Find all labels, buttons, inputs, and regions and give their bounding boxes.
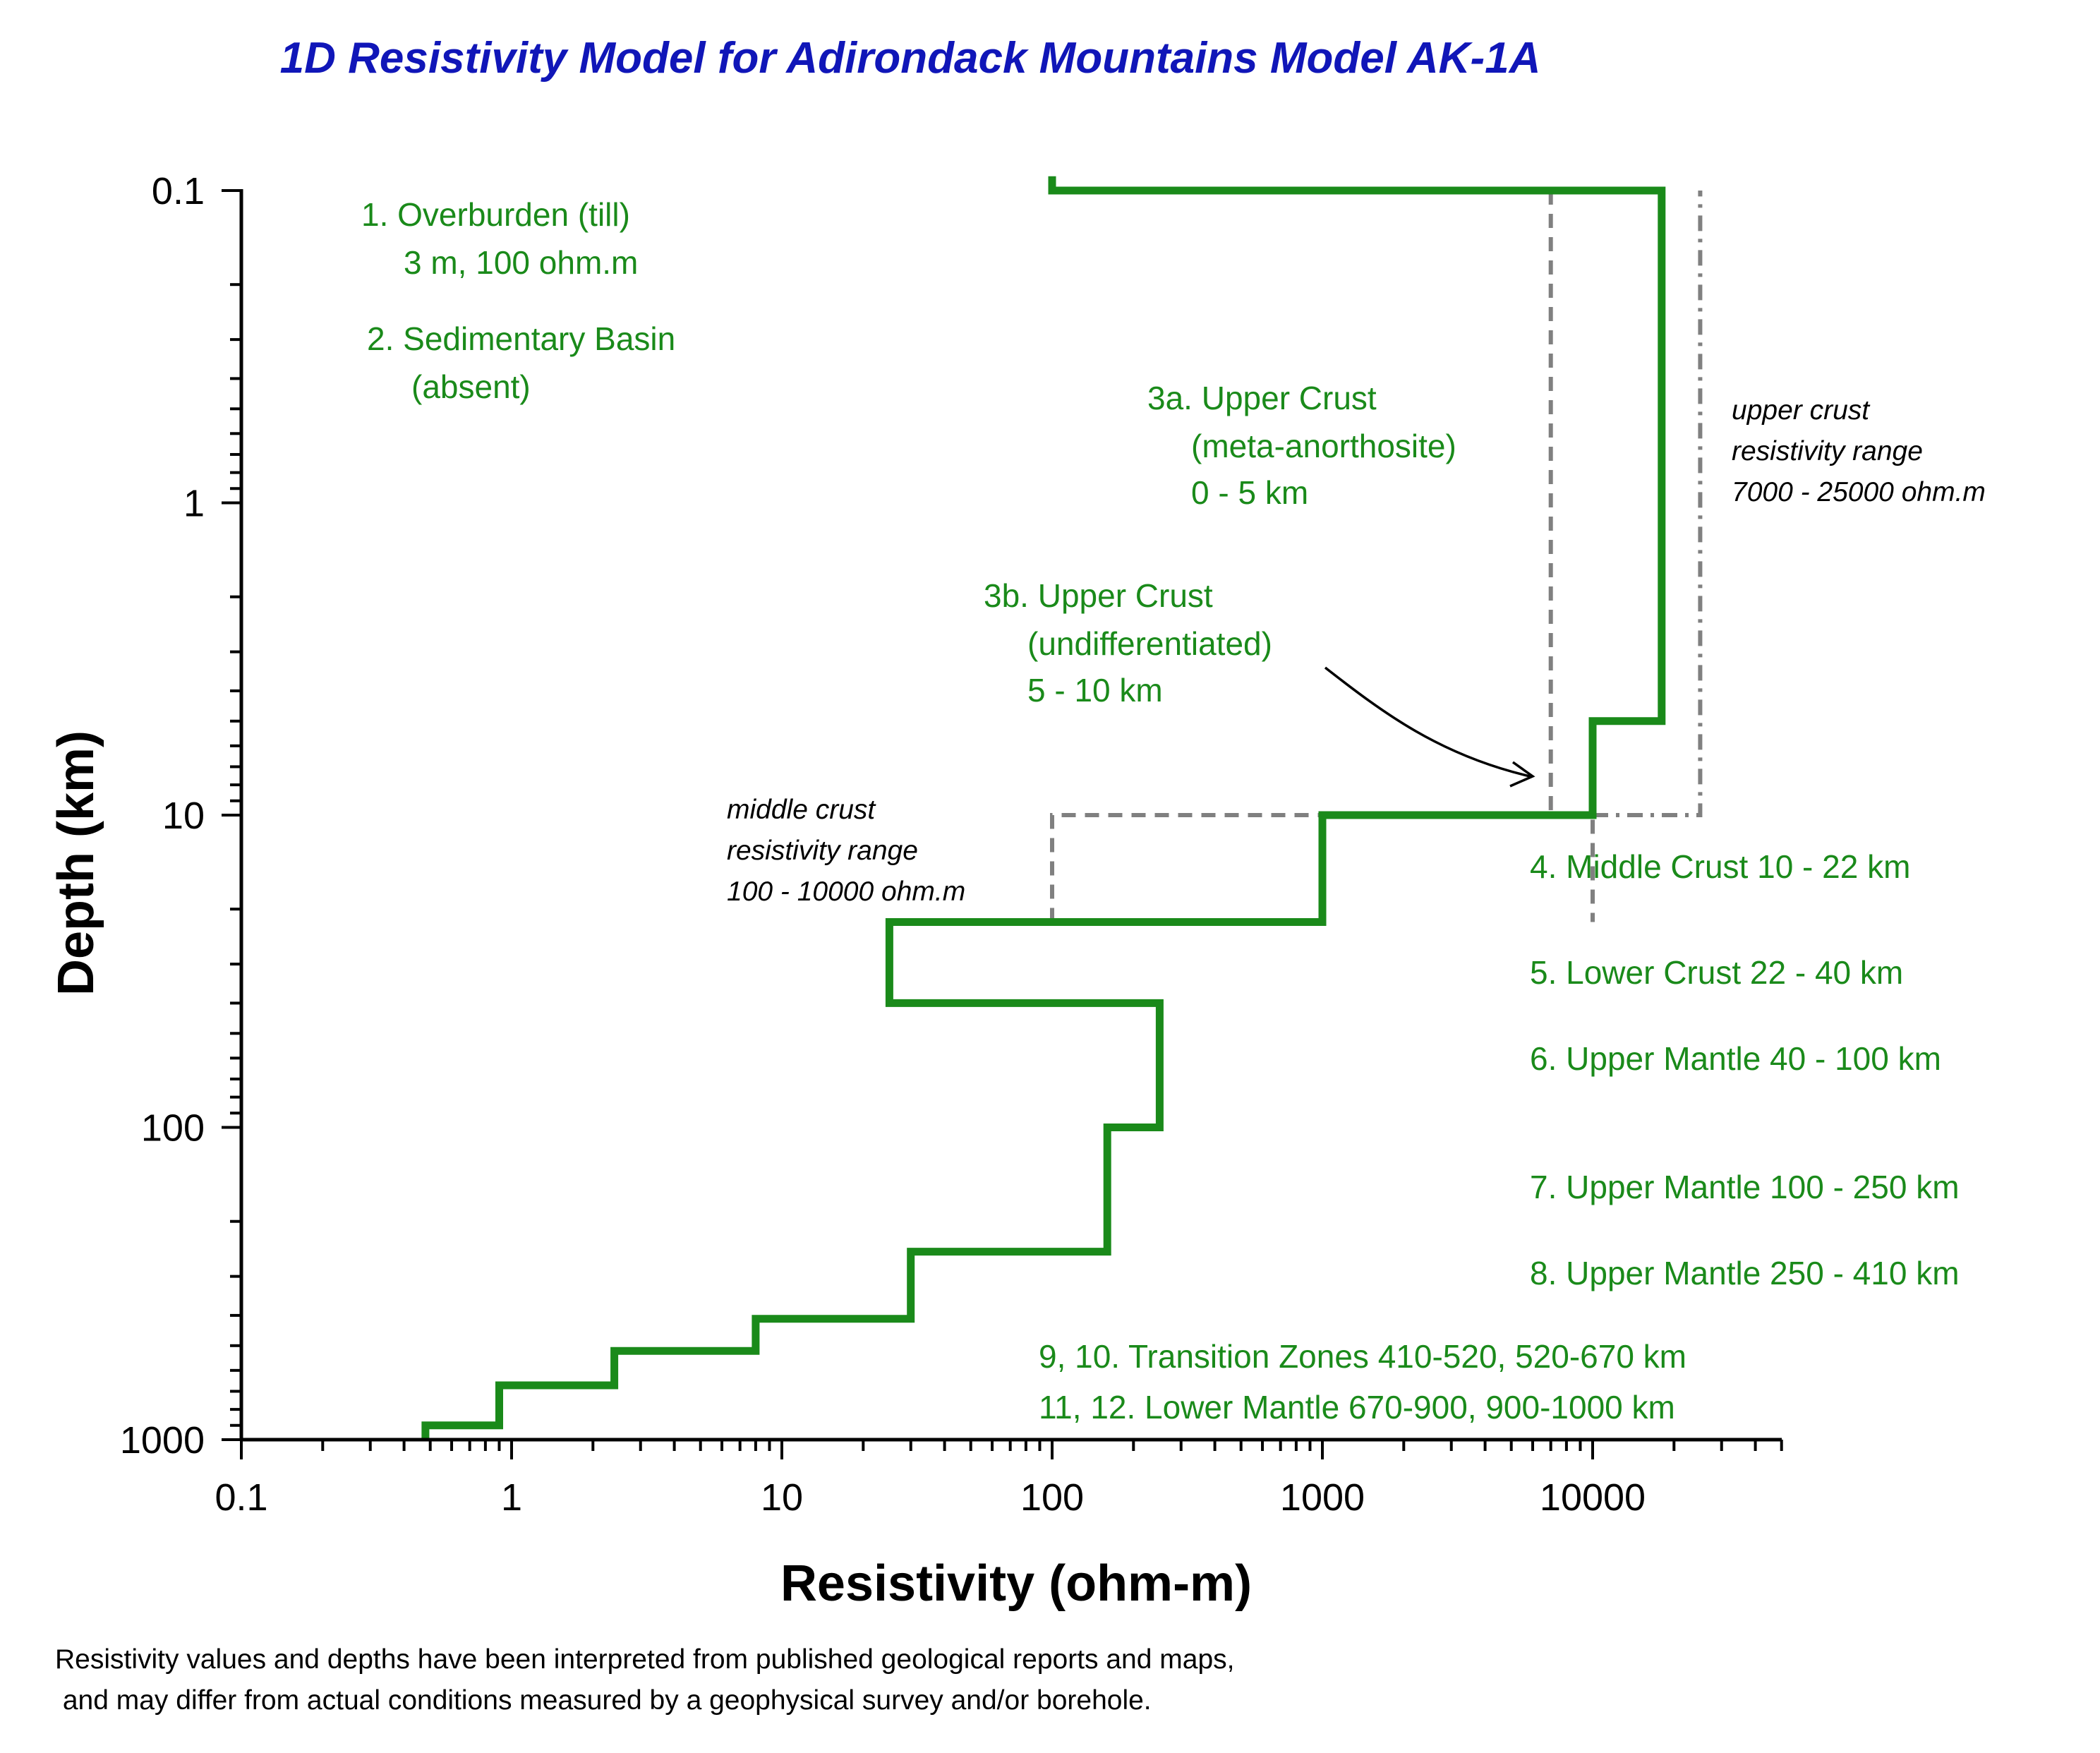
layer-label-middle-crust: 4. Middle Crust 10 - 22 km xyxy=(1530,848,1910,885)
middle-crust-range-annotation: middle crust resistivity range 100 - 100… xyxy=(727,795,965,907)
upper-crust-3b-line2: (undifferentiated) xyxy=(1027,625,1272,662)
x-axis-title: Resistivity (ohm-m) xyxy=(780,1555,1252,1612)
x-tick-label: 100 xyxy=(1020,1476,1084,1519)
y-tick-label: 10 xyxy=(162,795,205,837)
layer-label-lower-crust: 5. Lower Crust 22 - 40 km xyxy=(1530,954,1903,991)
x-tick-label: 1 xyxy=(501,1476,522,1519)
y-axis-title: Depth (km) xyxy=(48,730,104,996)
upper-crust-3a-line1: 3a. Upper Crust xyxy=(1147,380,1377,416)
upper-crust-3b-line3: 5 - 10 km xyxy=(1027,672,1163,709)
upper-crust-3b-annotation: 3b. Upper Crust (undifferentiated) 5 - 1… xyxy=(984,577,1272,709)
layer-list: 4. Middle Crust 10 - 22 km 5. Lower Crus… xyxy=(1039,848,1960,1426)
chart-title: 1D Resistivity Model for Adirondack Moun… xyxy=(280,34,1541,83)
upper-crust-3a-line3: 0 - 5 km xyxy=(1191,474,1308,511)
x-tick-label: 10 xyxy=(761,1476,803,1519)
upper-crust-range-annotation: upper crust resistivity range 7000 - 250… xyxy=(1732,395,1986,507)
footnote-line1: Resistivity values and depths have been … xyxy=(55,1644,1234,1675)
model-profile xyxy=(421,176,1666,1440)
upper-crust-range-line2: resistivity range xyxy=(1732,436,1923,466)
overburden-label-line2: 3 m, 100 ohm.m xyxy=(404,244,638,281)
sedimentary-label-line1: 2. Sedimentary Basin xyxy=(367,320,675,357)
sedimentary-label-line2: (absent) xyxy=(411,368,531,405)
layer-label-upper-mantle-40-100: 6. Upper Mantle 40 - 100 km xyxy=(1530,1040,1941,1077)
upper-crust-range-line1: upper crust xyxy=(1732,395,1871,426)
axes xyxy=(222,189,1783,1459)
x-tick-label: 1000 xyxy=(1280,1476,1365,1519)
y-tick-label: 1000 xyxy=(120,1419,205,1462)
layer-label-upper-mantle-250-410: 8. Upper Mantle 250 - 410 km xyxy=(1530,1255,1960,1291)
x-tick-label: 0.1 xyxy=(215,1476,267,1519)
layer-label-transition-zones: 9, 10. Transition Zones 410-520, 520-670… xyxy=(1039,1338,1686,1375)
upper-crust-3b-arrow xyxy=(1324,666,1535,788)
upper-crust-3a-line2: (meta-anorthosite) xyxy=(1191,428,1456,464)
overburden-annotation: 1. Overburden (till) 3 m, 100 ohm.m xyxy=(361,196,638,281)
upper-crust-range-max-line xyxy=(1593,191,1703,817)
upper-crust-range-line3: 7000 - 25000 ohm.m xyxy=(1732,477,1986,507)
middle-crust-range-line1: middle crust xyxy=(727,795,876,825)
y-tick-label: 1 xyxy=(183,483,205,525)
y-tick-label: 100 xyxy=(141,1107,205,1150)
overburden-label-line1: 1. Overburden (till) xyxy=(361,196,630,233)
middle-crust-range-line3: 100 - 10000 ohm.m xyxy=(727,876,965,907)
sedimentary-annotation: 2. Sedimentary Basin (absent) xyxy=(367,320,675,405)
tick-labels: 0.1 1 10 100 1000 10000 0.1 1 10 100 1000 xyxy=(120,170,1646,1519)
layer-label-upper-mantle-100-250: 7. Upper Mantle 100 - 250 km xyxy=(1530,1169,1960,1205)
x-tick-label: 10000 xyxy=(1540,1476,1646,1519)
footnote-line2: and may differ from actual conditions me… xyxy=(55,1685,1152,1716)
model-line xyxy=(421,176,1666,1440)
upper-crust-3b-line1: 3b. Upper Crust xyxy=(984,577,1213,614)
middle-crust-range-line2: resistivity range xyxy=(727,836,918,866)
y-tick-label: 0.1 xyxy=(152,170,205,212)
layer-label-lower-mantle: 11, 12. Lower Mantle 670-900, 900-1000 k… xyxy=(1039,1389,1675,1426)
upper-crust-3a-annotation: 3a. Upper Crust (meta-anorthosite) 0 - 5… xyxy=(1147,380,1456,511)
